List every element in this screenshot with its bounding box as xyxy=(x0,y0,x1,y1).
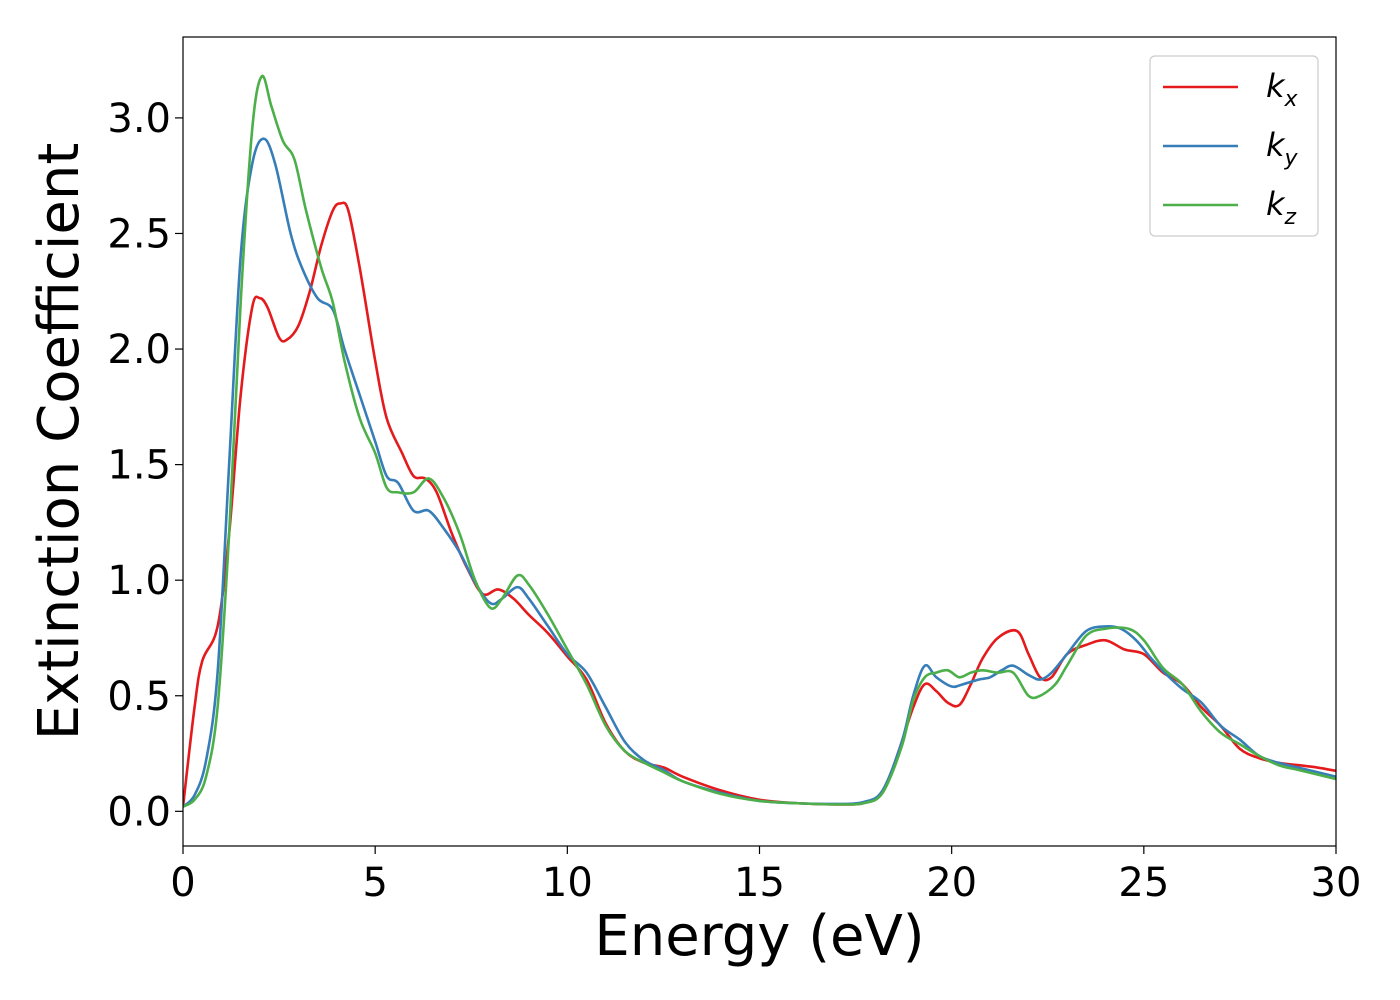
legend-entry-x: kx xyxy=(1163,67,1299,112)
y-tick-label: 3.0 xyxy=(107,96,171,142)
series-line-z xyxy=(183,74,1336,809)
x-axis-label: Energy (eV) xyxy=(594,904,924,969)
x-tick-label: 10 xyxy=(542,860,593,906)
y-tick-label: 0.5 xyxy=(107,674,171,720)
legend: kx ky kz xyxy=(1149,55,1319,237)
x-axis: 0 5 10 15 20 25 30 xyxy=(170,846,1361,906)
y-axis: 0.0 0.5 1.0 1.5 2.0 2.5 3.0 xyxy=(107,96,183,835)
x-tick-label: 15 xyxy=(734,860,785,906)
legend-label: kz xyxy=(1266,185,1297,230)
y-tick-label: 1.0 xyxy=(107,558,171,604)
legend-label: ky xyxy=(1266,126,1299,171)
series-layer xyxy=(183,74,1336,809)
legend-entry-y: ky xyxy=(1163,126,1299,171)
x-tick-label: 20 xyxy=(926,860,977,906)
x-tick-label: 30 xyxy=(1311,860,1362,906)
legend-entry-z: kz xyxy=(1163,185,1297,230)
x-tick-label: 0 xyxy=(170,860,195,906)
y-tick-label: 2.0 xyxy=(107,327,171,373)
legend-label: kx xyxy=(1266,67,1299,112)
y-tick-label: 1.5 xyxy=(107,443,171,489)
series-line-y xyxy=(183,137,1336,809)
series-line-x xyxy=(183,201,1336,809)
y-axis-label: Extinction Coefficient xyxy=(27,143,92,741)
y-tick-label: 0.0 xyxy=(107,789,171,835)
legend-entries: kx ky kz xyxy=(1163,67,1299,230)
x-tick-label: 5 xyxy=(362,860,387,906)
x-tick-label: 25 xyxy=(1118,860,1169,906)
y-tick-label: 2.5 xyxy=(107,211,171,257)
